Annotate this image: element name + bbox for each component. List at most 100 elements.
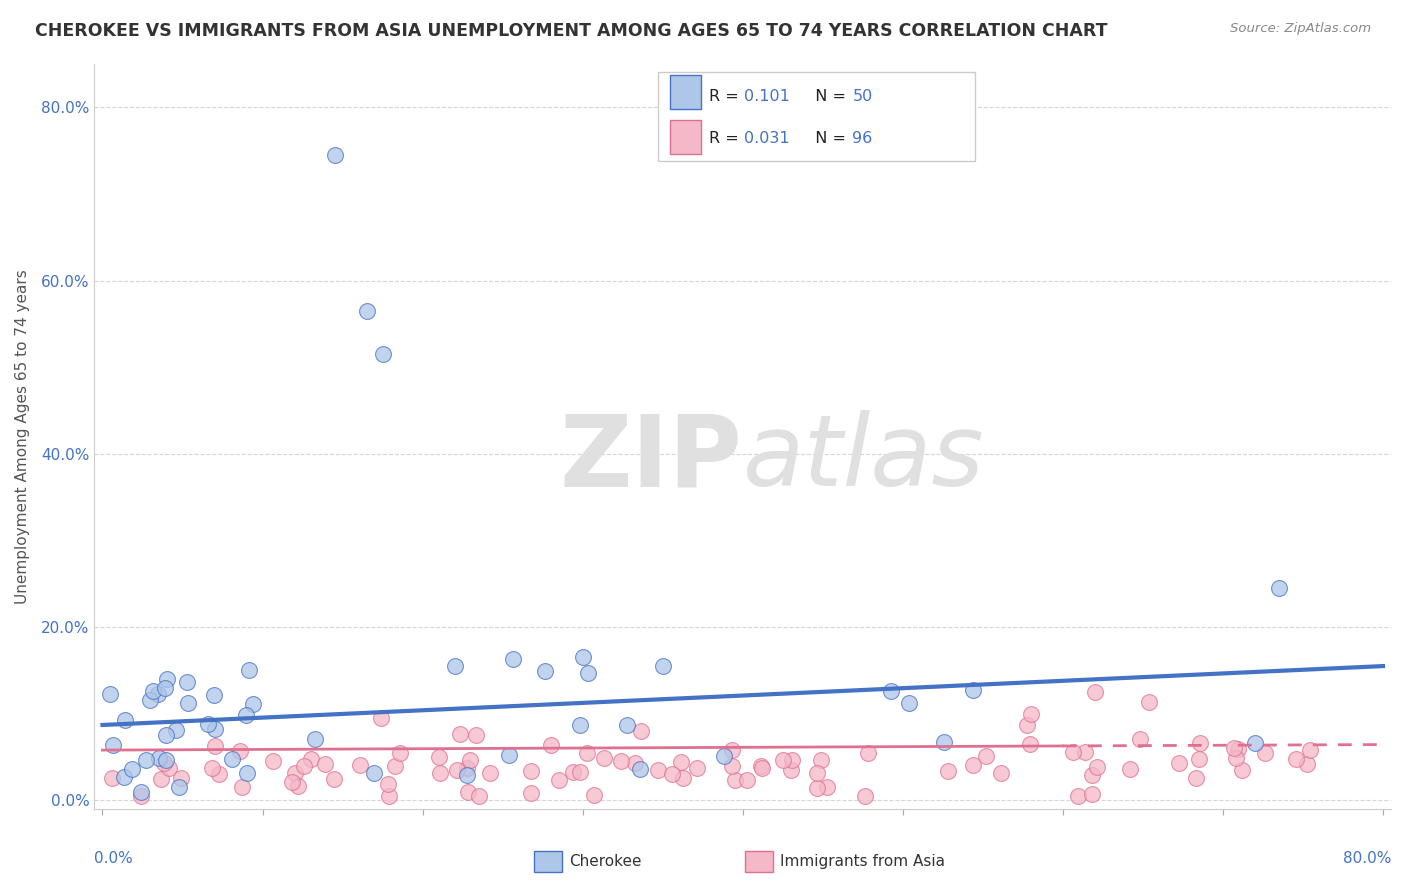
Text: R =: R = xyxy=(709,131,744,146)
Point xyxy=(1285,752,1308,766)
Point xyxy=(575,746,598,760)
Point xyxy=(686,761,709,775)
Point xyxy=(1062,745,1084,759)
Point xyxy=(571,650,593,665)
Text: N =: N = xyxy=(804,131,851,146)
Point xyxy=(204,723,226,737)
Point xyxy=(363,766,385,780)
Point xyxy=(1081,768,1104,782)
Point xyxy=(630,723,652,738)
Point xyxy=(456,761,478,775)
Point xyxy=(112,770,135,784)
Point xyxy=(583,789,606,803)
Point xyxy=(1129,732,1152,747)
Point xyxy=(304,732,326,747)
Point xyxy=(1254,746,1277,760)
Point xyxy=(235,707,257,722)
Point xyxy=(502,651,524,665)
Text: Source: ZipAtlas.com: Source: ZipAtlas.com xyxy=(1230,22,1371,36)
Point xyxy=(806,781,828,796)
Point xyxy=(468,789,491,803)
Point xyxy=(371,347,394,361)
Point xyxy=(202,688,225,702)
Point xyxy=(498,747,520,762)
Point xyxy=(446,763,468,777)
Point xyxy=(780,763,803,777)
Point xyxy=(142,683,165,698)
Point xyxy=(238,663,260,677)
Point xyxy=(378,789,401,803)
Point xyxy=(114,713,136,727)
Point xyxy=(262,755,284,769)
Point xyxy=(323,148,346,162)
Point xyxy=(1019,737,1042,751)
Point xyxy=(593,750,616,764)
Point xyxy=(429,766,451,780)
Point xyxy=(520,764,543,778)
Point xyxy=(204,739,226,754)
Point xyxy=(135,753,157,767)
Point xyxy=(1298,742,1320,756)
Point xyxy=(287,779,309,793)
Point xyxy=(155,753,177,767)
Point xyxy=(1137,695,1160,709)
Point xyxy=(153,681,176,695)
Point xyxy=(155,728,177,742)
Point xyxy=(669,755,692,769)
Point xyxy=(131,785,153,799)
Point xyxy=(197,717,219,731)
Point xyxy=(936,764,959,778)
Text: Cherokee: Cherokee xyxy=(569,855,643,869)
Text: 0.101: 0.101 xyxy=(744,89,790,104)
Point xyxy=(377,777,399,791)
Text: 80.0%: 80.0% xyxy=(1343,851,1391,865)
Point xyxy=(1085,760,1108,774)
Point xyxy=(384,759,406,773)
Point xyxy=(569,718,592,732)
Point xyxy=(721,759,744,773)
Point xyxy=(201,761,224,775)
Point xyxy=(165,723,187,737)
Point xyxy=(1118,762,1140,776)
Text: 0.031: 0.031 xyxy=(744,131,790,146)
Point xyxy=(427,750,450,764)
Point xyxy=(101,771,124,785)
Point xyxy=(159,761,181,775)
Point xyxy=(314,756,336,771)
Point xyxy=(853,789,876,803)
Point xyxy=(356,304,378,318)
Point xyxy=(576,666,599,681)
Point xyxy=(443,659,465,673)
Point xyxy=(479,766,502,780)
Point xyxy=(1073,745,1095,759)
Point xyxy=(349,758,371,772)
Point xyxy=(1188,736,1211,750)
Point xyxy=(1019,706,1042,721)
Point xyxy=(534,664,557,678)
Point xyxy=(103,738,125,752)
Point xyxy=(724,772,747,787)
Text: CHEROKEE VS IMMIGRANTS FROM ASIA UNEMPLOYMENT AMONG AGES 65 TO 74 YEARS CORRELAT: CHEROKEE VS IMMIGRANTS FROM ASIA UNEMPLO… xyxy=(35,22,1108,40)
Point xyxy=(149,772,172,786)
Point xyxy=(1225,751,1247,765)
Point xyxy=(616,718,638,732)
Point xyxy=(672,771,695,785)
Point xyxy=(1244,736,1267,750)
Text: ZIP: ZIP xyxy=(560,410,742,508)
Point xyxy=(449,727,471,741)
Point xyxy=(806,766,828,780)
Point xyxy=(236,765,259,780)
Point xyxy=(856,746,879,760)
Point xyxy=(388,746,411,760)
Point xyxy=(370,711,392,725)
Point xyxy=(138,693,160,707)
Point xyxy=(751,761,773,775)
Point xyxy=(1017,718,1039,732)
Point xyxy=(647,764,669,778)
Point xyxy=(990,765,1012,780)
Text: N =: N = xyxy=(804,89,851,104)
Point xyxy=(661,766,683,780)
Point xyxy=(208,767,231,781)
Point xyxy=(457,785,479,799)
Text: 0.0%: 0.0% xyxy=(94,851,134,865)
